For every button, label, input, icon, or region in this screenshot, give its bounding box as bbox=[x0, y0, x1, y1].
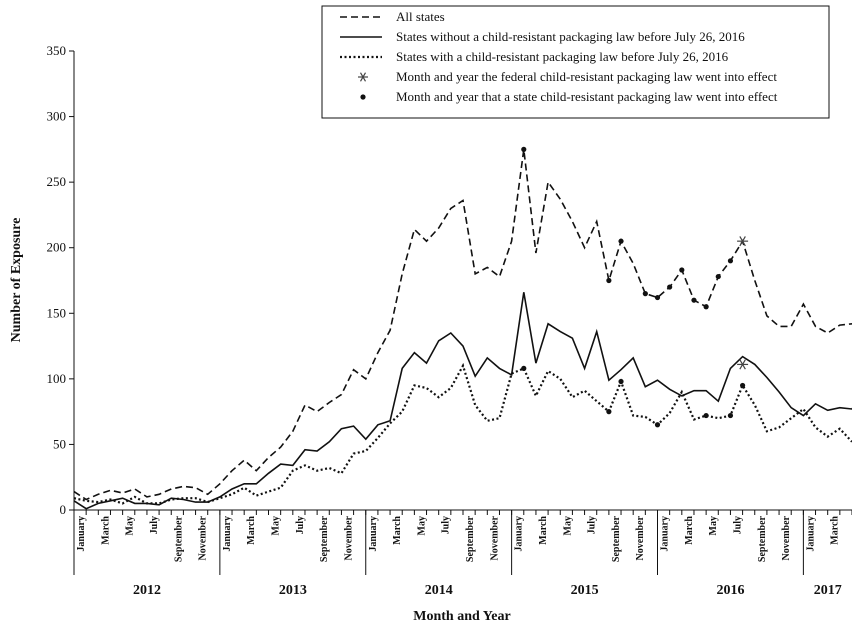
state-law-marker bbox=[654, 422, 661, 428]
legend-symbol-asterisk bbox=[358, 72, 368, 82]
y-tick-label: 350 bbox=[47, 43, 67, 58]
legend: All states States without a child-resista… bbox=[321, 5, 830, 119]
x-month-tick-label: November bbox=[781, 515, 792, 560]
x-month-tick-label: September bbox=[173, 515, 184, 562]
series-line-dashed bbox=[73, 149, 852, 501]
x-year-tick-label: 2013 bbox=[279, 583, 307, 598]
state-law-marker bbox=[642, 291, 648, 297]
x-month-tick-label: May bbox=[416, 516, 427, 535]
legend-label: Month and year that a state child-resist… bbox=[396, 89, 778, 104]
x-month-tick-label: November bbox=[635, 515, 646, 560]
state-law-marker bbox=[667, 284, 673, 290]
x-month-tick-label: May bbox=[125, 516, 136, 535]
series-line-solid bbox=[73, 292, 852, 510]
legend-label: States without a child-resistant packagi… bbox=[396, 29, 745, 44]
x-year-tick-label: 2014 bbox=[425, 583, 453, 598]
x-month-tick-label: July bbox=[441, 516, 452, 534]
x-month-tick-label: September bbox=[465, 515, 476, 562]
legend-symbol-dot bbox=[360, 94, 366, 100]
state-law-marker bbox=[715, 273, 721, 280]
y-tick-label: 0 bbox=[60, 502, 67, 517]
x-month-tick-label: May bbox=[708, 516, 719, 535]
state-law-marker bbox=[691, 297, 697, 303]
x-year-tick-label: 2016 bbox=[716, 583, 744, 598]
x-year-tick-label: 2015 bbox=[571, 583, 599, 598]
y-tick-label: 150 bbox=[47, 305, 67, 320]
legend-label: Month and year the federal child-resista… bbox=[396, 69, 777, 84]
federal-law-marker bbox=[737, 359, 749, 370]
x-month-tick-label: September bbox=[611, 515, 622, 562]
x-month-tick-label: January bbox=[76, 516, 87, 552]
y-axis-title: Number of Exposure bbox=[9, 218, 24, 343]
x-month-tick-label: November bbox=[198, 515, 209, 560]
state-law-marker bbox=[703, 412, 709, 419]
state-law-marker bbox=[727, 412, 734, 419]
state-law-marker bbox=[618, 238, 624, 244]
y-tick-label: 50 bbox=[53, 436, 66, 451]
series-line-dotted bbox=[73, 362, 852, 505]
x-year-tick-label: 2017 bbox=[814, 583, 842, 598]
x-month-tick-label: January bbox=[805, 516, 816, 552]
y-tick-label: 100 bbox=[47, 371, 67, 386]
x-month-tick-label: July bbox=[587, 516, 598, 534]
state-law-marker bbox=[618, 378, 624, 385]
x-month-tick-label: September bbox=[319, 515, 330, 562]
x-month-tick-label: March bbox=[246, 516, 257, 545]
x-year-tick-label: 2012 bbox=[133, 583, 161, 598]
x-month-tick-label: July bbox=[295, 516, 306, 534]
x-month-tick-label: September bbox=[757, 515, 768, 562]
state-law-marker bbox=[654, 294, 661, 301]
legend-label: All states bbox=[396, 9, 445, 24]
legend-box bbox=[321, 5, 830, 119]
state-law-marker bbox=[606, 277, 612, 284]
y-tick-label: 250 bbox=[47, 174, 67, 189]
state-law-marker bbox=[739, 382, 746, 389]
x-month-tick-label: May bbox=[271, 516, 282, 535]
state-law-marker bbox=[606, 409, 612, 415]
state-law-marker bbox=[727, 258, 734, 264]
state-law-marker bbox=[703, 304, 709, 310]
x-month-tick-label: January bbox=[660, 516, 671, 552]
marker-layer bbox=[521, 146, 749, 428]
x-month-tick-label: July bbox=[732, 516, 743, 534]
x-month-tick-label: May bbox=[562, 516, 573, 535]
federal-law-marker bbox=[737, 236, 749, 247]
state-law-marker bbox=[521, 365, 527, 371]
y-tick-label: 200 bbox=[47, 240, 67, 255]
x-month-tick-label: January bbox=[514, 516, 525, 552]
x-month-tick-label: March bbox=[830, 516, 841, 545]
x-axis-title: Month and Year bbox=[413, 609, 511, 624]
state-law-marker bbox=[679, 267, 685, 273]
axes: 0 50 100 150 200 250 300 350 January March May July… bbox=[47, 43, 852, 598]
state-law-marker bbox=[521, 146, 527, 152]
series-layer bbox=[73, 149, 852, 510]
x-month-tick-label: March bbox=[392, 516, 403, 545]
x-month-tick-label: January bbox=[222, 516, 233, 552]
x-month-tick-label: March bbox=[100, 516, 111, 545]
x-month-tick-label: November bbox=[489, 515, 500, 560]
y-tick-label: 300 bbox=[47, 109, 67, 124]
x-month-tick-label: November bbox=[343, 515, 354, 560]
legend-label: States with a child-resistant packaging … bbox=[396, 49, 729, 64]
x-month-tick-label: January bbox=[368, 516, 379, 552]
x-month-tick-label: March bbox=[538, 516, 549, 545]
x-month-tick-label: March bbox=[684, 516, 695, 545]
x-month-tick-label: July bbox=[149, 516, 160, 534]
